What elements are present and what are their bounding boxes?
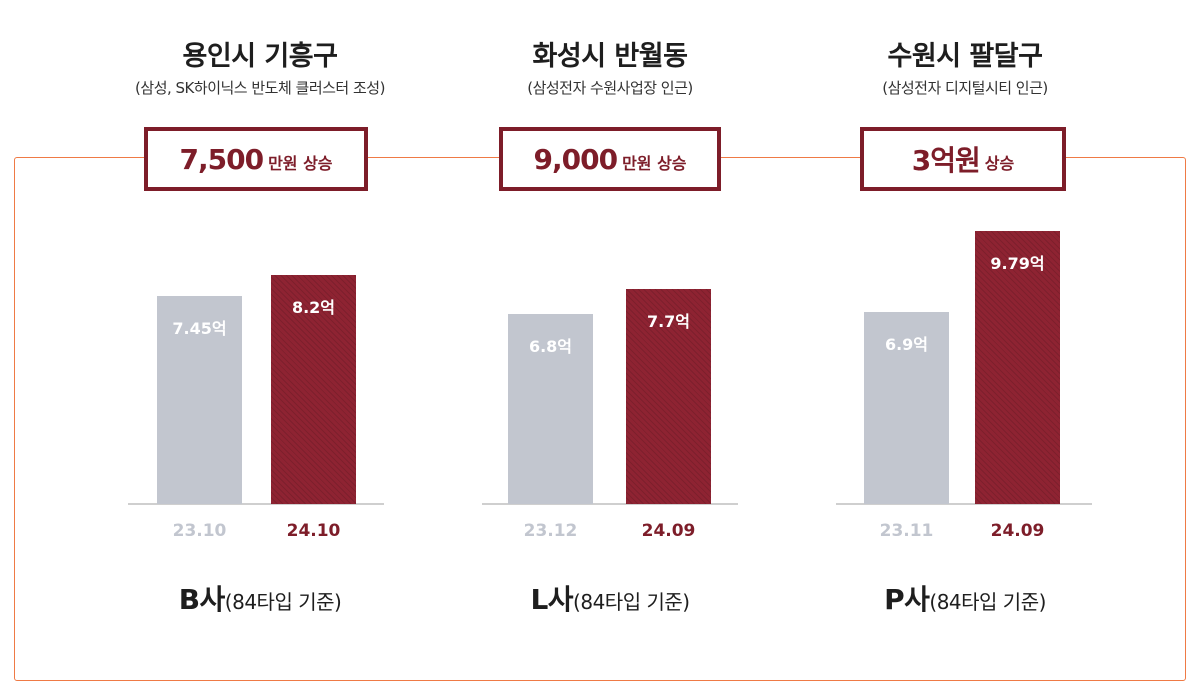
x-tick-label-before: 23.12 xyxy=(523,521,578,541)
bar-after xyxy=(271,275,356,504)
region-title: 수원시 팔달구 xyxy=(887,41,1043,72)
caption-company: P사 xyxy=(884,583,930,616)
x-axis-baseline xyxy=(836,503,1092,505)
bar-value-label-after: 8.2억 xyxy=(291,298,336,317)
region-subtitle: (삼성전자 수원사업장 인근) xyxy=(527,79,693,97)
price-rise-unit: 상승 xyxy=(984,153,1015,173)
chart-panel-hwaseong: 화성시 반월동 (삼성전자 수원사업장 인근) 9,000 만원 상승 6.8억… xyxy=(420,0,800,696)
bar-before xyxy=(508,314,593,504)
bar-after xyxy=(975,231,1060,504)
region-subtitle: (삼성, SK하이닉스 반도체 클러스터 조성) xyxy=(135,79,385,97)
chart-caption: P사(84타입 기준) xyxy=(775,578,1155,618)
caption-company: B사 xyxy=(178,583,226,616)
bar-value-label-before: 7.45억 xyxy=(172,319,227,338)
bar-value-label-after: 7.7억 xyxy=(646,312,691,331)
chart-caption: B사(84타입 기준) xyxy=(70,578,450,618)
chart-panel-yongin: 용인시 기흥구 (삼성, SK하이닉스 반도체 클러스터 조성) 7,500 만… xyxy=(70,0,450,696)
x-tick-label-before: 23.11 xyxy=(879,521,934,541)
region-title: 용인시 기흥구 xyxy=(182,41,338,72)
price-rise-amount: 7,500 xyxy=(179,142,264,176)
chart-caption: L사(84타입 기준) xyxy=(420,578,800,618)
x-tick-label-after: 24.10 xyxy=(286,521,341,541)
bar-before xyxy=(864,312,949,504)
chart-panel-suwon: 수원시 팔달구 (삼성전자 디지털시티 인근) 3억원 상승 6.9억 9.79… xyxy=(775,0,1155,696)
price-rise-box: 3억원 상승 xyxy=(860,127,1066,191)
price-rise-amount: 3억원 xyxy=(911,144,981,177)
caption-unit-type: (84타입 기준) xyxy=(573,590,690,614)
region-subtitle: (삼성전자 디지털시티 인근) xyxy=(882,79,1048,97)
bar-before xyxy=(157,296,242,504)
bar-value-label-after: 9.79억 xyxy=(990,254,1045,273)
caption-unit-type: (84타입 기준) xyxy=(929,590,1046,614)
x-axis-baseline xyxy=(128,503,384,505)
region-title: 화성시 반월동 xyxy=(532,41,688,72)
price-rise-unit: 만원 상승 xyxy=(622,153,687,173)
x-tick-label-before: 23.10 xyxy=(172,521,227,541)
price-rise-box: 9,000 만원 상승 xyxy=(499,127,721,191)
bar-after xyxy=(626,289,711,504)
x-axis-baseline xyxy=(482,503,738,505)
bar-value-label-before: 6.9억 xyxy=(884,335,929,354)
x-tick-label-after: 24.09 xyxy=(641,521,696,541)
bar-value-label-before: 6.8억 xyxy=(528,337,573,356)
price-rise-amount: 9,000 xyxy=(533,142,618,176)
caption-unit-type: (84타입 기준) xyxy=(224,590,342,614)
price-rise-box: 7,500 만원 상승 xyxy=(144,127,368,191)
x-tick-label-after: 24.09 xyxy=(990,521,1045,541)
caption-company: L사 xyxy=(530,583,574,616)
price-rise-unit: 만원 상승 xyxy=(268,153,333,173)
